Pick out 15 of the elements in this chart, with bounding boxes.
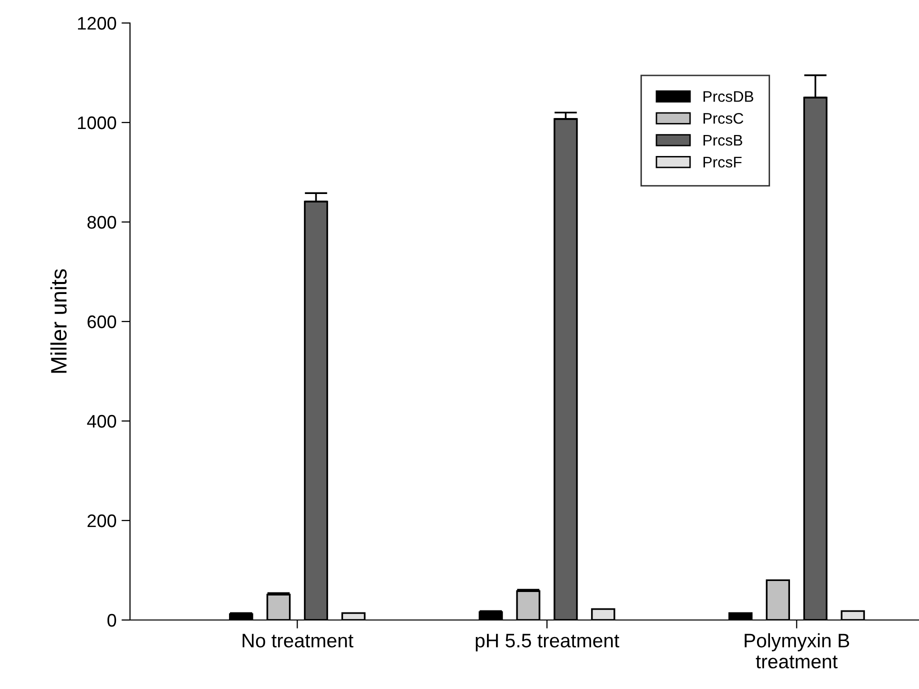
x-tick-label: Polymyxin B treatment (744, 633, 850, 668)
x-tick-label: pH 5.5 treatment (476, 634, 620, 652)
legend-label: PrcsB (704, 135, 742, 146)
y-tick-label: 0 (107, 614, 116, 627)
y-tick-label: 600 (88, 315, 116, 328)
x-tick-label: No treatment (242, 634, 354, 648)
legend-label: PrcsDB (704, 91, 754, 102)
y-tick-label: 1000 (78, 116, 116, 130)
legend-label: PrcsC (704, 112, 744, 124)
y-tick-label: 200 (88, 514, 116, 528)
y-tick-label: 800 (87, 216, 116, 229)
legend-label: PrcsF (704, 156, 742, 168)
y-tick-label: 400 (87, 414, 116, 428)
y-axis-title: Miller units (50, 269, 67, 373)
y-tick-label: 1200 (78, 16, 116, 30)
